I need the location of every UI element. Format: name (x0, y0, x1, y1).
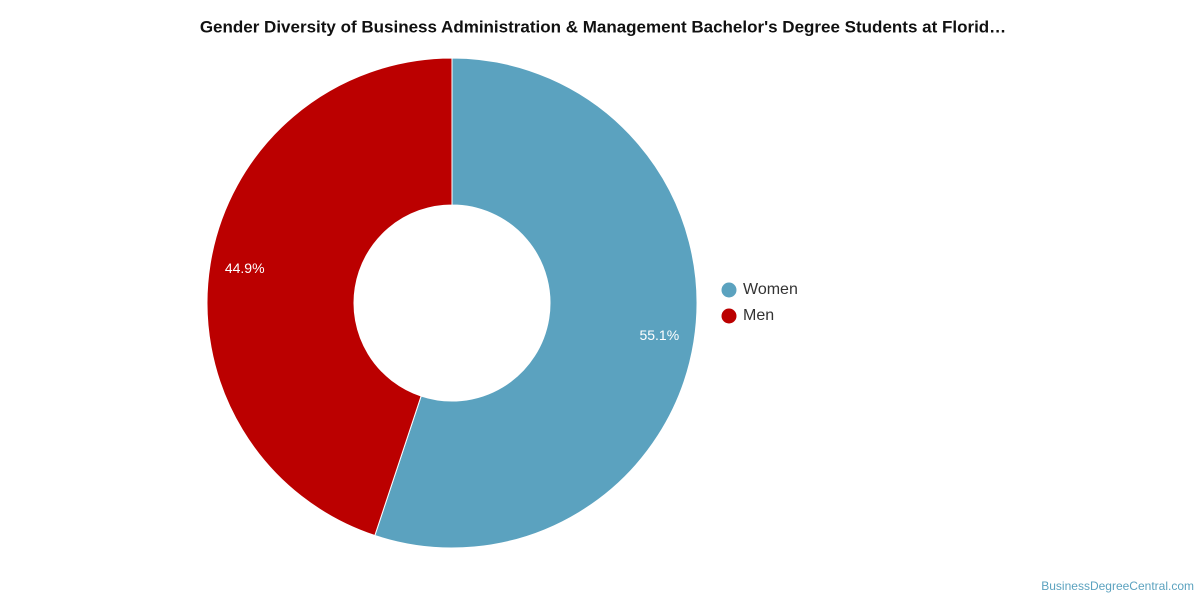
credit[interactable]: BusinessDegreeCentral.com (1041, 579, 1194, 593)
legend-label: Men (743, 307, 774, 324)
donut-slice (206, 57, 453, 537)
legend-marker (721, 308, 737, 324)
data-label: 44.9% (225, 260, 265, 276)
donut-slice (374, 57, 698, 549)
data-label: 55.1% (639, 327, 679, 343)
legend-label: Women (743, 281, 798, 298)
chart-title: Gender Diversity of Business Administrat… (200, 17, 1006, 36)
legend-marker (721, 282, 737, 298)
